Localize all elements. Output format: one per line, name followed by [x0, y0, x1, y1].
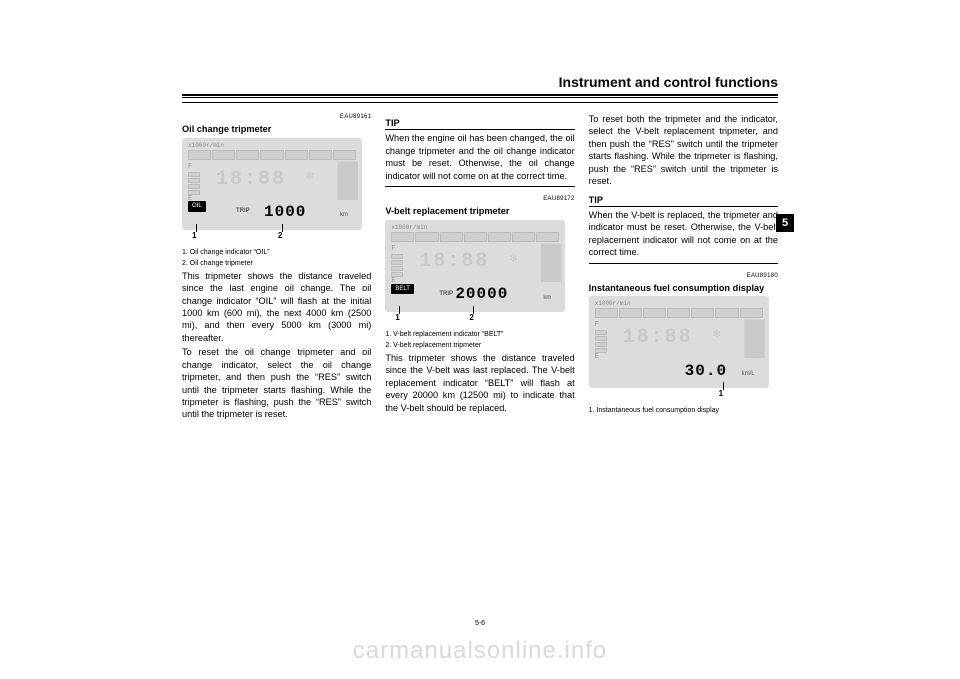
tip-label: TIP [589, 194, 778, 207]
clock-digits: 18:88 [419, 248, 489, 275]
oil-badge: OIL [188, 201, 206, 211]
tip-end-rule [589, 263, 778, 264]
manual-page: 5 Instrument and control functions EAU89… [0, 0, 960, 679]
belt-badge: BELT [391, 284, 414, 294]
section-heading-fuel: Instantaneous fuel consumption display [589, 282, 778, 294]
trip-unit: km [340, 211, 348, 219]
fuel-gauge: F E [595, 322, 615, 361]
trip-value: 1000 [264, 202, 306, 224]
tip-body: When the V-belt is replaced, the tripmet… [589, 209, 778, 259]
body-text: To reset the oil change tripmeter and oi… [182, 346, 371, 421]
snowflake-icon: ❄ [306, 168, 314, 186]
tip-end-rule [385, 186, 574, 187]
tach-bar [188, 150, 356, 160]
page-title: Instrument and control functions [559, 74, 778, 90]
ref-code: EAU89180 [589, 272, 778, 280]
body-columns: EAU89161 Oil change tripmeter x1000r/min… [182, 113, 778, 555]
body-text: This tripmeter shows the distance travel… [385, 352, 574, 414]
trip-unit: km [543, 294, 551, 302]
tach-bar [595, 308, 763, 318]
speed-segments: █ [744, 318, 762, 364]
speed-segments: █ [338, 160, 356, 206]
trip-label: TRIP [439, 290, 453, 298]
lcd-fuel-consumption: x1000r/min F E 18:88 ❄ █ 30.0 km/L 1 [589, 296, 769, 388]
fuel-gauge: F E [391, 246, 411, 285]
callout-1: 1 [719, 389, 723, 400]
fuel-value: 30.0 [685, 361, 727, 383]
clock-digits: 18:88 [216, 166, 286, 193]
page-header: Instrument and control functions [182, 72, 778, 103]
clock-digits: 18:88 [623, 324, 693, 351]
figure-caption: 1. V-belt replacement indicator “BELT” [385, 330, 574, 339]
tach-label: x1000r/min [595, 300, 631, 308]
speed-segments: █ [541, 242, 559, 288]
snowflake-icon: ❄ [510, 250, 518, 268]
fuel-unit: km/L [742, 370, 755, 378]
figure-caption: 2. Oil change tripmeter [182, 259, 371, 268]
trip-label: TRIP [236, 207, 250, 215]
snowflake-icon: ❄ [713, 326, 721, 344]
tach-label: x1000r/min [188, 142, 224, 150]
tach-label: x1000r/min [391, 224, 427, 232]
tip-body: When the engine oil has been changed, th… [385, 132, 574, 182]
callout-2: 2 [278, 231, 282, 242]
watermark: carmanualsonline.info [353, 637, 607, 665]
callout-2: 2 [469, 313, 473, 324]
lcd-oil-tripmeter: x1000r/min F E 18:88 ❄ █ OIL TRIP 1000 k… [182, 138, 362, 230]
callout-1: 1 [192, 231, 196, 242]
body-text: To reset both the tripmeter and the indi… [589, 113, 778, 188]
ref-code: EAU89161 [182, 113, 371, 121]
lcd-vbelt-tripmeter: x1000r/min F E 18:88 ❄ █ BELT TRIP 20000… [385, 220, 565, 312]
ref-code: EAU89172 [385, 195, 574, 203]
fuel-gauge: F E [188, 164, 208, 203]
tach-bar [391, 232, 559, 242]
figure-caption: 1. Oil change indicator “OIL” [182, 248, 371, 257]
tip-label: TIP [385, 117, 574, 130]
header-rule [182, 94, 778, 98]
chapter-tab: 5 [776, 214, 794, 232]
body-text: This tripmeter shows the distance travel… [182, 270, 371, 345]
page-number: 5-6 [475, 620, 485, 627]
section-heading-vbelt: V-belt replacement tripmeter [385, 205, 574, 217]
trip-value: 20000 [455, 284, 508, 306]
content-area: Instrument and control functions EAU8916… [182, 72, 778, 572]
section-heading-oil: Oil change tripmeter [182, 123, 371, 135]
callout-1: 1 [395, 313, 399, 324]
figure-caption: 1. Instantaneous fuel consumption displa… [589, 406, 778, 415]
figure-caption: 2. V-belt replacement tripmeter [385, 341, 574, 350]
